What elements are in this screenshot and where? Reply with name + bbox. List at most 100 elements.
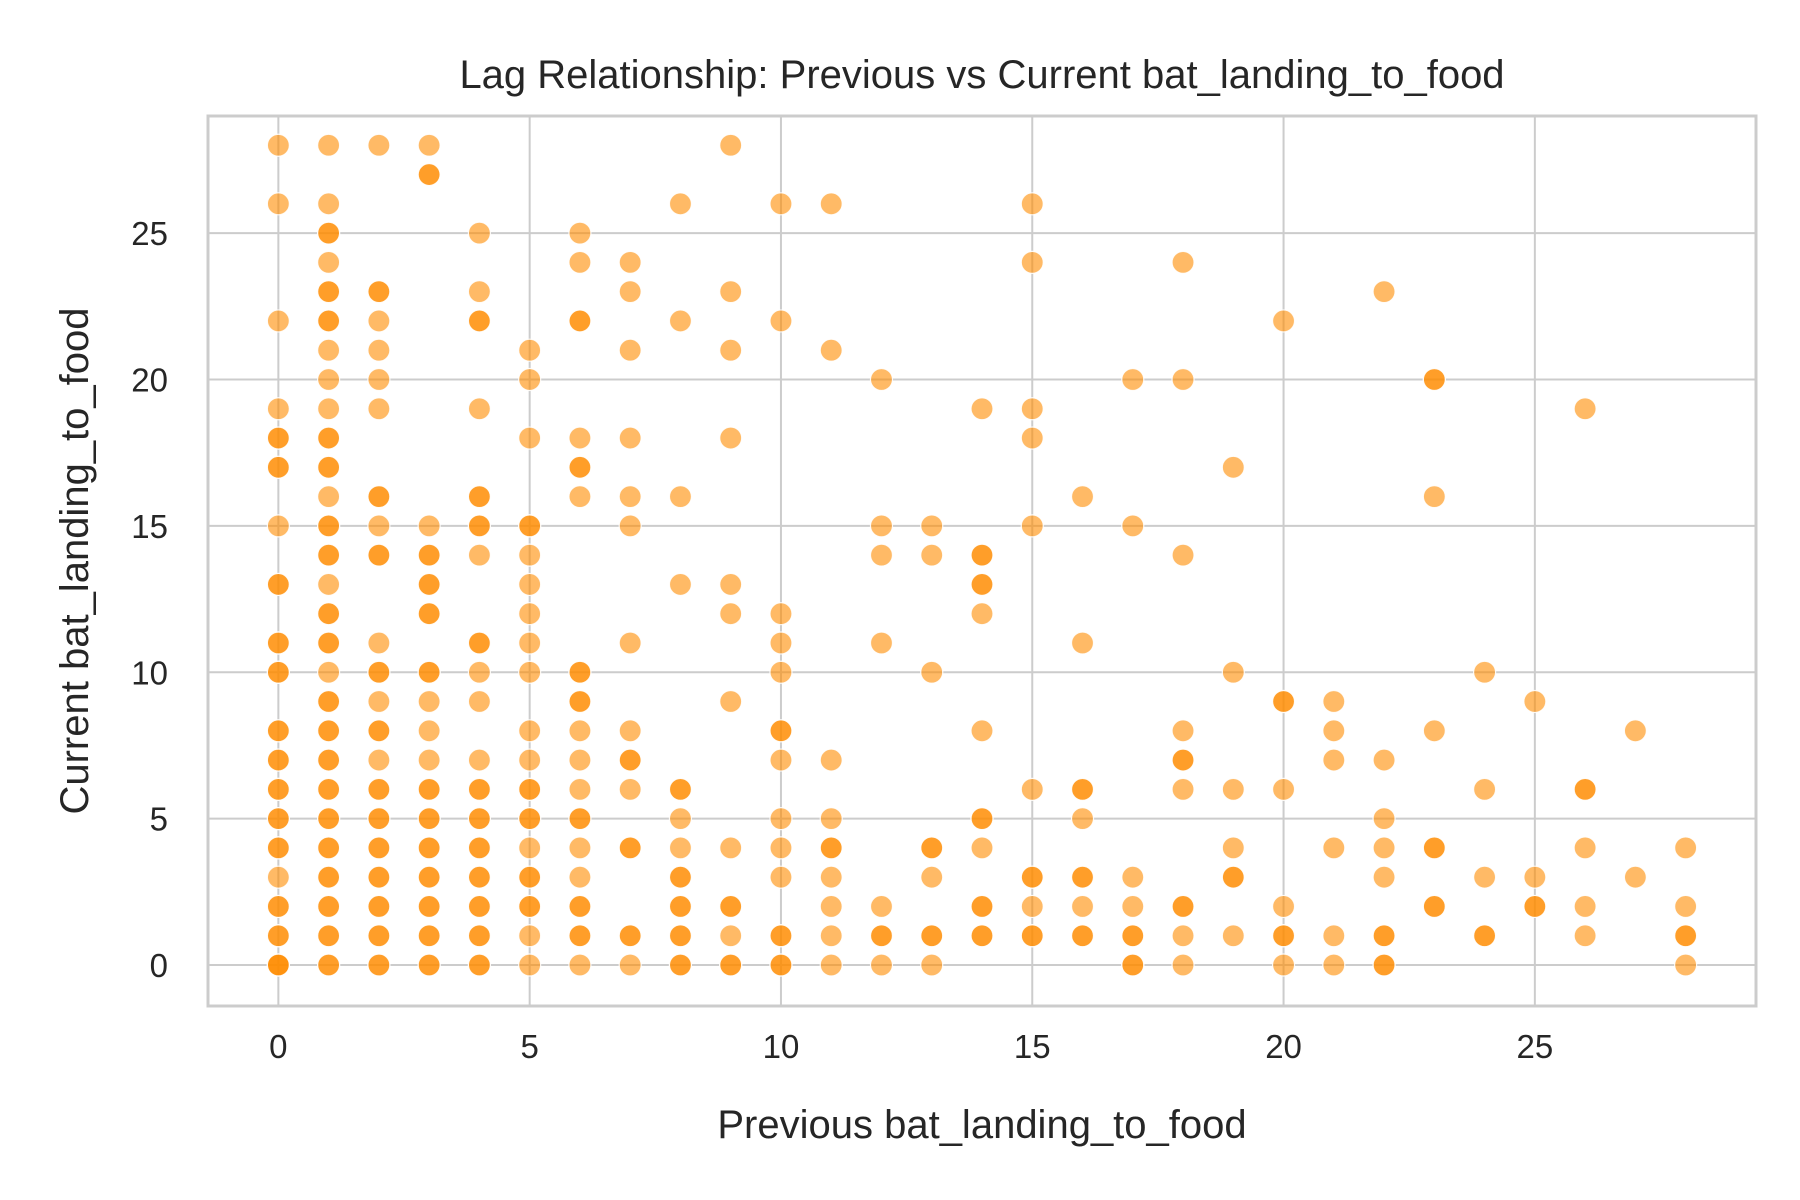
data-point <box>769 924 793 948</box>
data-point <box>518 719 542 743</box>
data-point <box>1523 689 1547 714</box>
data-point <box>1271 309 1296 333</box>
data-point <box>1020 777 1044 801</box>
data-point <box>618 924 642 948</box>
data-point <box>1573 397 1597 421</box>
data-point <box>920 543 944 567</box>
data-point <box>568 250 592 274</box>
data-point <box>266 455 290 479</box>
data-point <box>618 777 642 801</box>
data-point <box>417 660 441 684</box>
data-point <box>467 953 492 977</box>
data-point <box>266 777 290 801</box>
data-point <box>618 836 642 860</box>
data-point <box>869 514 894 538</box>
data-point <box>467 631 492 655</box>
data-point <box>1171 250 1195 274</box>
data-point <box>1322 953 1346 977</box>
data-point <box>518 865 542 889</box>
data-point <box>317 953 341 977</box>
data-point <box>1171 748 1195 772</box>
data-point <box>317 397 341 421</box>
data-point <box>618 953 642 977</box>
data-point <box>1422 894 1446 919</box>
data-point <box>1623 719 1647 743</box>
data-point <box>467 748 492 772</box>
data-point <box>266 309 290 333</box>
data-point <box>467 777 492 801</box>
data-point <box>317 514 341 538</box>
data-point <box>266 748 290 772</box>
data-point <box>266 953 290 977</box>
data-point <box>1070 807 1095 831</box>
data-point <box>970 397 994 421</box>
data-point <box>1573 777 1597 801</box>
data-point <box>367 514 391 538</box>
data-point <box>1020 924 1044 948</box>
data-point <box>417 543 441 567</box>
data-point <box>1623 865 1647 889</box>
data-point <box>1171 719 1195 743</box>
data-point <box>467 660 492 684</box>
data-point <box>819 953 843 977</box>
data-point <box>1322 748 1346 772</box>
data-point <box>467 807 492 831</box>
data-point <box>819 894 843 919</box>
data-point <box>367 660 391 684</box>
data-point <box>1271 924 1296 948</box>
data-point <box>568 455 592 479</box>
data-point <box>417 602 441 626</box>
data-point <box>1221 660 1245 684</box>
data-point <box>1020 250 1044 274</box>
data-point <box>367 894 391 919</box>
data-point <box>1372 924 1396 948</box>
data-point <box>417 777 441 801</box>
data-point <box>719 689 743 714</box>
data-point <box>1472 777 1497 801</box>
data-point <box>618 484 642 509</box>
x-tick-label: 5 <box>520 1028 538 1065</box>
data-point <box>1573 894 1597 919</box>
data-point <box>769 192 793 216</box>
data-point <box>518 660 542 684</box>
data-point <box>417 807 441 831</box>
y-tick-label: 20 <box>131 361 168 398</box>
data-point <box>317 572 341 597</box>
data-point <box>317 894 341 919</box>
data-point <box>970 719 994 743</box>
data-point <box>467 836 492 860</box>
data-point <box>568 484 592 509</box>
data-point <box>568 807 592 831</box>
data-point <box>668 309 693 333</box>
data-point <box>266 426 290 450</box>
data-point <box>367 748 391 772</box>
data-point <box>1070 865 1095 889</box>
data-point <box>1372 836 1396 860</box>
data-point <box>869 894 894 919</box>
data-point <box>467 514 492 538</box>
data-point <box>1221 455 1245 479</box>
data-point <box>970 807 994 831</box>
data-point <box>367 924 391 948</box>
data-point <box>1674 836 1698 860</box>
data-point <box>1070 777 1095 801</box>
data-point <box>367 689 391 714</box>
data-point <box>668 777 693 801</box>
data-point <box>417 953 441 977</box>
x-tick-label: 0 <box>269 1028 287 1065</box>
data-point <box>1070 484 1095 509</box>
data-point <box>417 894 441 919</box>
data-point <box>668 865 693 889</box>
data-point <box>317 602 341 626</box>
data-point <box>518 514 542 538</box>
data-point <box>719 924 743 948</box>
data-point <box>869 367 894 392</box>
data-point <box>417 836 441 860</box>
data-point <box>819 192 843 216</box>
data-point <box>1070 631 1095 655</box>
data-point <box>417 689 441 714</box>
x-axis-ticks: 0 5 10 15 20 25 <box>269 1028 1553 1065</box>
data-point <box>970 602 994 626</box>
data-point <box>719 602 743 626</box>
